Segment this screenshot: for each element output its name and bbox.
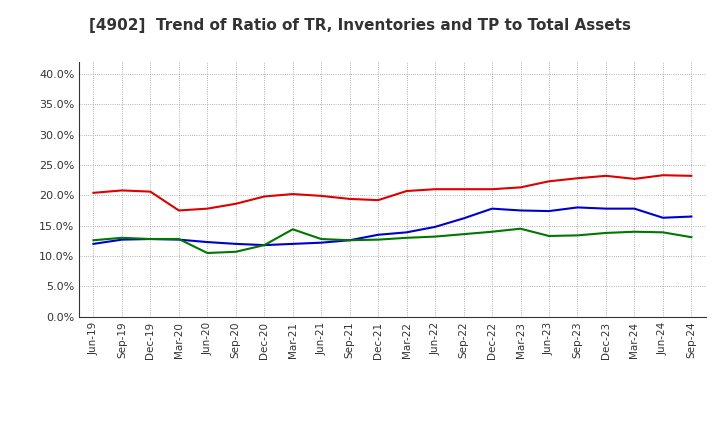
- Trade Receivables: [487, 187, 496, 192]
- Trade Receivables: [602, 173, 611, 179]
- Trade Receivables: [146, 189, 155, 194]
- Inventories: [203, 239, 212, 245]
- Trade Receivables: [89, 190, 98, 195]
- Trade Payables: [203, 250, 212, 256]
- Inventories: [260, 242, 269, 248]
- Inventories: [659, 215, 667, 220]
- Trade Receivables: [260, 194, 269, 199]
- Trade Payables: [516, 226, 525, 231]
- Trade Receivables: [174, 208, 183, 213]
- Text: [4902]  Trend of Ratio of TR, Inventories and TP to Total Assets: [4902] Trend of Ratio of TR, Inventories…: [89, 18, 631, 33]
- Trade Payables: [346, 238, 354, 243]
- Trade Payables: [402, 235, 411, 240]
- Trade Payables: [487, 229, 496, 235]
- Trade Payables: [117, 235, 126, 240]
- Trade Payables: [232, 249, 240, 254]
- Inventories: [602, 206, 611, 211]
- Inventories: [516, 208, 525, 213]
- Trade Payables: [260, 242, 269, 248]
- Inventories: [232, 241, 240, 246]
- Line: Trade Receivables: Trade Receivables: [94, 175, 691, 210]
- Trade Receivables: [459, 187, 468, 192]
- Trade Receivables: [317, 193, 325, 198]
- Trade Payables: [289, 227, 297, 232]
- Trade Receivables: [630, 176, 639, 182]
- Inventories: [289, 241, 297, 246]
- Trade Payables: [545, 233, 554, 238]
- Inventories: [146, 236, 155, 242]
- Trade Payables: [659, 230, 667, 235]
- Trade Receivables: [687, 173, 696, 179]
- Inventories: [545, 209, 554, 214]
- Trade Receivables: [516, 185, 525, 190]
- Trade Payables: [602, 230, 611, 235]
- Inventories: [89, 241, 98, 246]
- Inventories: [402, 230, 411, 235]
- Trade Payables: [317, 236, 325, 242]
- Inventories: [630, 206, 639, 211]
- Trade Receivables: [573, 176, 582, 181]
- Trade Payables: [374, 237, 382, 242]
- Line: Trade Payables: Trade Payables: [94, 229, 691, 253]
- Inventories: [317, 240, 325, 246]
- Inventories: [459, 216, 468, 221]
- Trade Receivables: [374, 198, 382, 203]
- Trade Payables: [573, 233, 582, 238]
- Trade Receivables: [232, 201, 240, 206]
- Trade Receivables: [117, 188, 126, 193]
- Trade Payables: [459, 231, 468, 237]
- Trade Payables: [146, 236, 155, 242]
- Trade Receivables: [289, 191, 297, 197]
- Inventories: [687, 214, 696, 219]
- Trade Payables: [174, 236, 183, 242]
- Trade Receivables: [545, 179, 554, 184]
- Trade Receivables: [431, 187, 439, 192]
- Inventories: [487, 206, 496, 211]
- Trade Receivables: [659, 172, 667, 178]
- Inventories: [374, 232, 382, 238]
- Line: Inventories: Inventories: [94, 207, 691, 245]
- Trade Receivables: [346, 196, 354, 202]
- Trade Payables: [687, 235, 696, 240]
- Inventories: [346, 238, 354, 243]
- Inventories: [431, 224, 439, 230]
- Trade Payables: [630, 229, 639, 235]
- Trade Receivables: [203, 206, 212, 211]
- Trade Payables: [431, 234, 439, 239]
- Inventories: [117, 237, 126, 242]
- Trade Receivables: [402, 188, 411, 194]
- Inventories: [573, 205, 582, 210]
- Inventories: [174, 237, 183, 242]
- Trade Payables: [89, 238, 98, 243]
